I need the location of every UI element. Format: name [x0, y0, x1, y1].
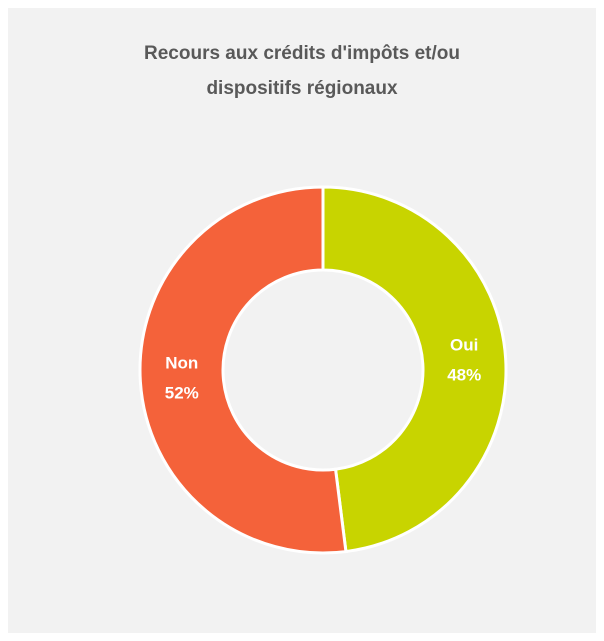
donut-slice	[138, 185, 348, 555]
chart-title: Recours aux crédits d'impôts et/ou dispo…	[144, 43, 460, 99]
donut-slice	[321, 185, 508, 554]
title-box: Recours aux crédits d'impôts et/ou dispo…	[8, 36, 596, 106]
slice-value-label: 48%	[447, 366, 481, 385]
slice-category-label: Non	[165, 353, 198, 372]
slice-category-label: Oui	[450, 336, 478, 355]
slice-value-label: 52%	[165, 383, 199, 402]
